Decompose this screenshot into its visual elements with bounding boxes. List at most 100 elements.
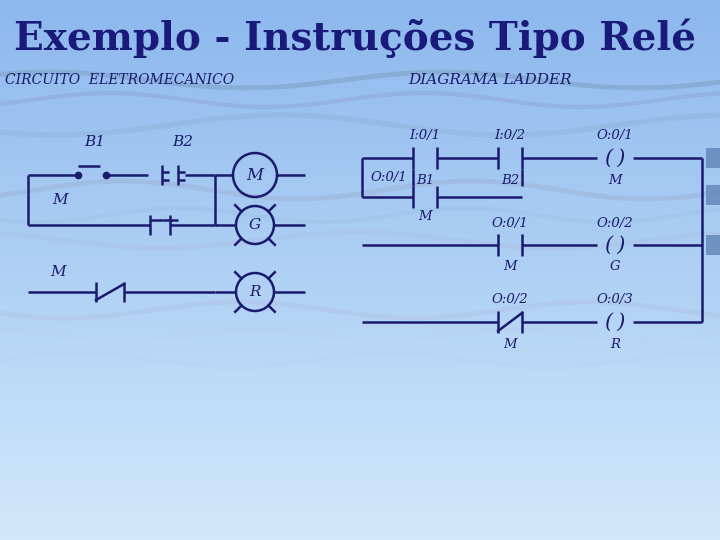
Bar bbox=[0, 58, 720, 62]
Text: CIRCUITO  ELETROMECANICO: CIRCUITO ELETROMECANICO bbox=[6, 73, 235, 87]
Bar bbox=[0, 169, 720, 173]
Bar bbox=[0, 461, 720, 464]
Bar bbox=[0, 45, 720, 49]
Bar bbox=[0, 498, 720, 502]
Bar bbox=[0, 442, 720, 446]
Text: I:0/1: I:0/1 bbox=[410, 130, 441, 143]
Text: DIAGRAMA LADDER: DIAGRAMA LADDER bbox=[408, 73, 572, 87]
Bar bbox=[0, 372, 720, 375]
Bar bbox=[0, 64, 720, 68]
Bar bbox=[0, 207, 720, 211]
Bar bbox=[0, 447, 720, 451]
Bar bbox=[0, 215, 720, 219]
Bar bbox=[0, 355, 720, 359]
Bar bbox=[0, 482, 720, 486]
Text: G: G bbox=[610, 260, 621, 273]
Bar bbox=[0, 382, 720, 386]
Text: B2: B2 bbox=[501, 173, 519, 186]
Bar bbox=[0, 474, 720, 478]
Bar bbox=[0, 463, 720, 467]
Bar bbox=[0, 196, 720, 200]
Bar bbox=[0, 401, 720, 405]
Bar bbox=[0, 123, 720, 127]
Bar bbox=[0, 477, 720, 481]
Bar bbox=[0, 496, 720, 500]
Bar bbox=[0, 336, 720, 340]
Bar bbox=[0, 531, 720, 535]
Bar bbox=[0, 153, 720, 157]
Bar bbox=[0, 253, 720, 256]
Bar bbox=[0, 345, 720, 348]
Bar bbox=[0, 331, 720, 335]
Bar bbox=[0, 61, 720, 65]
Bar bbox=[0, 250, 720, 254]
Bar bbox=[0, 469, 720, 472]
Bar bbox=[0, 88, 720, 92]
Bar bbox=[0, 488, 720, 491]
Bar bbox=[0, 280, 720, 284]
Bar bbox=[0, 318, 720, 321]
Bar bbox=[0, 493, 720, 497]
Bar bbox=[0, 91, 720, 94]
Bar bbox=[0, 120, 720, 124]
Bar bbox=[0, 323, 720, 327]
Text: O:0/3: O:0/3 bbox=[597, 294, 634, 307]
Bar bbox=[0, 83, 720, 86]
Text: R: R bbox=[249, 285, 261, 299]
Bar bbox=[0, 342, 720, 346]
Bar bbox=[0, 450, 720, 454]
Bar bbox=[0, 201, 720, 205]
Bar bbox=[0, 104, 720, 108]
Text: M: M bbox=[52, 193, 68, 207]
Bar bbox=[0, 188, 720, 192]
Bar bbox=[0, 509, 720, 513]
Bar bbox=[0, 485, 720, 489]
Bar bbox=[0, 245, 720, 248]
Text: M: M bbox=[418, 211, 432, 224]
Text: B1: B1 bbox=[84, 135, 106, 149]
Bar bbox=[0, 131, 720, 135]
Bar bbox=[0, 334, 720, 338]
Bar bbox=[0, 31, 720, 35]
Bar bbox=[0, 204, 720, 208]
Bar bbox=[0, 137, 720, 140]
Bar bbox=[0, 50, 720, 54]
Bar bbox=[0, 396, 720, 400]
Bar bbox=[0, 75, 720, 78]
Text: O:0/2: O:0/2 bbox=[597, 217, 634, 230]
Bar bbox=[0, 315, 720, 319]
Bar bbox=[0, 139, 720, 143]
Bar bbox=[0, 12, 720, 16]
Text: O:0/2: O:0/2 bbox=[492, 294, 528, 307]
Bar bbox=[0, 212, 720, 216]
Bar bbox=[0, 320, 720, 324]
Bar bbox=[0, 85, 720, 89]
Bar bbox=[0, 239, 720, 243]
Text: O:0/1: O:0/1 bbox=[597, 130, 634, 143]
Bar bbox=[0, 501, 720, 505]
Bar bbox=[0, 353, 720, 356]
Bar bbox=[0, 172, 720, 176]
Bar bbox=[0, 436, 720, 440]
Text: I:0/2: I:0/2 bbox=[495, 130, 526, 143]
Bar bbox=[0, 226, 720, 230]
Bar bbox=[0, 156, 720, 159]
Text: O:0/1: O:0/1 bbox=[492, 217, 528, 230]
Text: O:0/1: O:0/1 bbox=[370, 171, 407, 184]
Bar bbox=[0, 183, 720, 186]
Bar bbox=[0, 309, 720, 313]
Bar bbox=[0, 490, 720, 494]
Bar bbox=[0, 471, 720, 475]
Bar bbox=[0, 272, 720, 275]
Bar bbox=[0, 261, 720, 265]
Bar bbox=[0, 174, 720, 178]
Bar bbox=[0, 423, 720, 427]
Bar bbox=[0, 231, 720, 235]
Bar bbox=[0, 525, 720, 529]
Text: B1: B1 bbox=[416, 173, 434, 186]
Bar bbox=[0, 426, 720, 429]
Bar bbox=[0, 66, 720, 70]
Bar bbox=[0, 377, 720, 381]
Bar bbox=[0, 10, 720, 14]
Bar bbox=[0, 444, 720, 448]
